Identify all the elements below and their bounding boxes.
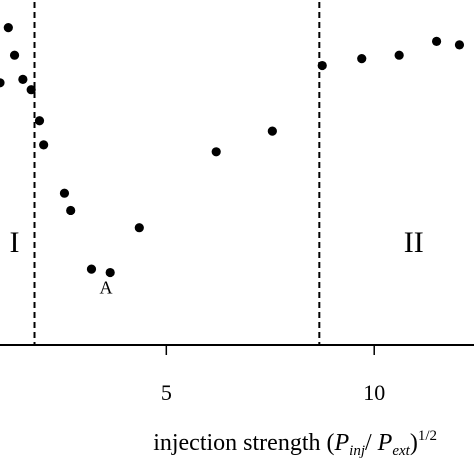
data-point [211,147,221,157]
data-point [105,267,115,278]
data-point [394,50,404,60]
x-axis-title: injection strength (Pinj/ Pext)1/2 [153,428,437,459]
labels-layer: I IIA [10,226,424,297]
boundaries-layer [33,2,321,345]
data-point [9,50,20,60]
region-label: I [10,226,20,259]
data-point [18,74,28,84]
data-point [134,223,144,233]
points-layer [0,23,465,278]
data-point [454,40,465,50]
data-point [66,205,76,216]
region-label: II [404,226,424,259]
data-point [39,140,49,150]
point-annotation: A [100,277,113,297]
ticks-layer: 5 10 [161,345,385,405]
data-point [26,85,36,95]
plot-frame [0,344,474,346]
data-point [431,36,442,47]
data-point [0,78,5,88]
data-point [317,60,327,71]
x-tick-label: 5 [161,380,172,405]
data-point [3,23,13,33]
data-point [59,188,70,198]
data-point [34,116,45,126]
data-point [267,126,277,136]
data-point [86,264,97,274]
x-tick-label: 10 [363,380,385,405]
data-point [357,54,367,64]
